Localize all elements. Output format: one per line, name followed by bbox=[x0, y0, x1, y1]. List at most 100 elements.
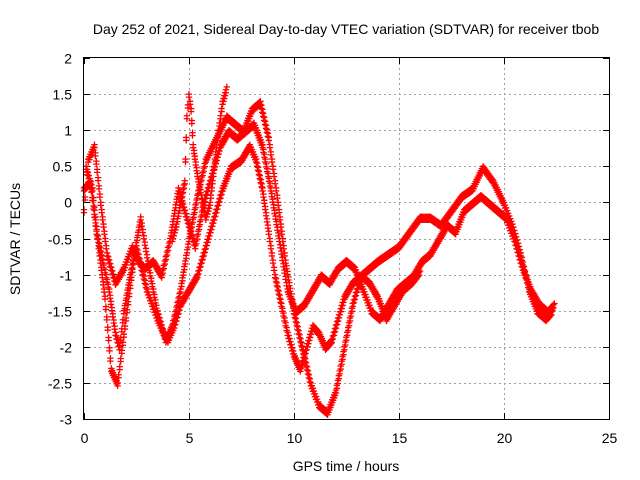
data-point bbox=[194, 274, 201, 281]
data-point bbox=[347, 312, 355, 320]
data-point bbox=[96, 252, 103, 260]
grid-lines bbox=[84, 58, 609, 419]
data-point bbox=[100, 288, 108, 296]
data-point bbox=[174, 302, 181, 309]
data-point bbox=[196, 221, 204, 228]
data-point bbox=[201, 163, 208, 170]
data-point bbox=[91, 207, 98, 214]
data-point bbox=[271, 274, 279, 281]
data-point bbox=[169, 238, 176, 245]
data-point bbox=[340, 351, 347, 358]
data-point bbox=[104, 327, 111, 334]
data-point bbox=[343, 336, 350, 344]
data-point bbox=[208, 187, 215, 195]
data-point bbox=[348, 308, 356, 315]
data-point bbox=[295, 330, 302, 337]
data-point bbox=[211, 216, 218, 224]
data-point bbox=[169, 324, 176, 332]
data-point bbox=[100, 223, 107, 231]
data-point bbox=[195, 226, 203, 233]
data-point bbox=[185, 93, 193, 101]
data-point bbox=[292, 318, 300, 325]
data-point bbox=[346, 317, 354, 325]
data-point bbox=[191, 209, 198, 216]
data-point bbox=[179, 193, 186, 200]
data-point bbox=[277, 244, 284, 252]
data-point bbox=[274, 286, 281, 294]
data-point bbox=[333, 321, 341, 328]
data-point bbox=[345, 322, 353, 329]
data-point bbox=[275, 209, 283, 216]
data-point bbox=[194, 231, 202, 238]
data-point bbox=[199, 256, 206, 263]
data-point bbox=[297, 368, 304, 375]
data-point bbox=[206, 232, 213, 240]
data-point bbox=[329, 335, 337, 343]
data-point bbox=[280, 263, 287, 270]
data-point bbox=[221, 95, 228, 102]
data-point bbox=[213, 209, 220, 216]
data-point bbox=[211, 166, 218, 173]
data-point bbox=[291, 314, 299, 321]
data-point bbox=[202, 245, 209, 252]
data-point bbox=[127, 285, 134, 292]
data-point bbox=[338, 305, 345, 312]
data-point bbox=[179, 189, 187, 196]
data-point bbox=[97, 259, 104, 267]
data-point bbox=[260, 113, 267, 120]
data-point bbox=[268, 252, 276, 260]
data-point bbox=[107, 357, 114, 365]
x-axis-label: GPS time / hours bbox=[293, 458, 400, 474]
data-point bbox=[331, 328, 339, 335]
data-point bbox=[184, 243, 192, 251]
data-point bbox=[128, 277, 135, 284]
data-point bbox=[330, 332, 338, 339]
data-point bbox=[276, 295, 283, 302]
data-point bbox=[339, 356, 346, 363]
data-point bbox=[173, 306, 180, 314]
data-point bbox=[121, 325, 129, 333]
data-point bbox=[96, 193, 104, 201]
data-point bbox=[99, 274, 106, 281]
chart-title: Day 252 of 2021, Sidereal Day-to-day VTE… bbox=[93, 21, 600, 37]
data-point bbox=[196, 267, 203, 274]
data-point bbox=[332, 324, 340, 332]
data-point bbox=[202, 216, 209, 224]
data-point bbox=[125, 293, 133, 300]
data-point bbox=[164, 247, 172, 254]
data-point bbox=[200, 252, 207, 260]
data-point bbox=[161, 260, 169, 268]
data-point bbox=[210, 173, 217, 180]
data-point bbox=[183, 115, 191, 122]
data-point bbox=[298, 364, 305, 372]
data-point bbox=[267, 245, 275, 252]
data-point bbox=[253, 158, 260, 166]
data-point bbox=[206, 202, 214, 209]
series-track-3 bbox=[80, 119, 558, 325]
data-point bbox=[266, 144, 274, 151]
data-point bbox=[133, 237, 141, 244]
data-point bbox=[122, 317, 130, 325]
data-point bbox=[276, 216, 284, 224]
data-point bbox=[275, 290, 282, 298]
data-point bbox=[123, 309, 131, 316]
data-point bbox=[216, 147, 223, 155]
data-point bbox=[551, 300, 558, 307]
data-point bbox=[266, 238, 274, 245]
data-point bbox=[335, 375, 342, 382]
data-point bbox=[106, 347, 113, 355]
y-tick-label: -1 bbox=[60, 268, 73, 284]
data-point bbox=[294, 326, 301, 333]
data-point bbox=[120, 310, 128, 317]
data-point bbox=[174, 218, 181, 225]
data-point bbox=[269, 259, 277, 267]
data-point bbox=[124, 301, 132, 308]
data-point bbox=[188, 120, 195, 127]
data-point bbox=[105, 337, 112, 344]
data-point bbox=[305, 340, 312, 347]
data-point bbox=[337, 308, 344, 315]
data-point bbox=[116, 366, 123, 373]
data-point bbox=[217, 115, 224, 122]
data-point bbox=[141, 241, 149, 249]
data-point bbox=[256, 175, 263, 182]
